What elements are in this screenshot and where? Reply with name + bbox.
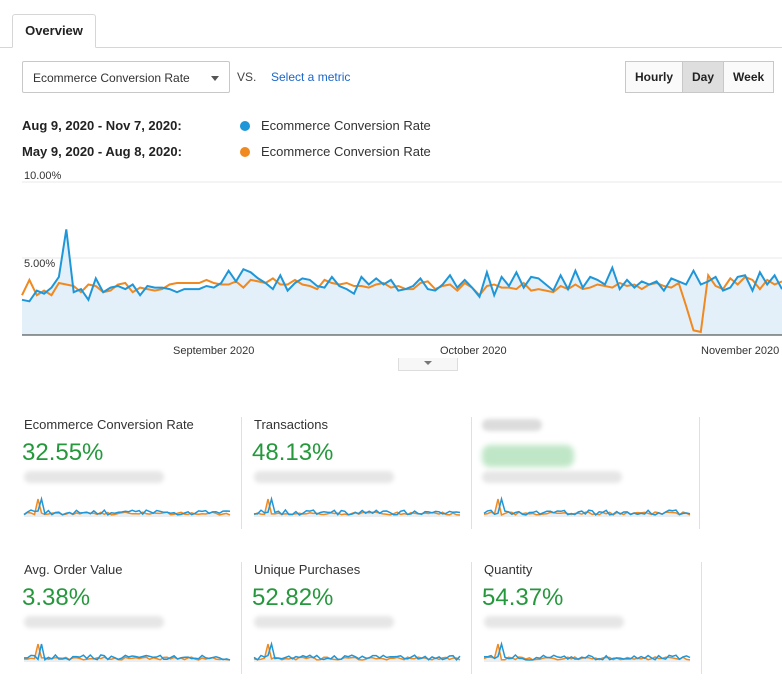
caret-down-icon (211, 76, 219, 81)
sparkline-line (483, 496, 691, 516)
scorecard-value: 52.82% (252, 584, 334, 611)
scorecard-redacted[interactable] (470, 417, 700, 529)
scorecard-value: 3.38% (22, 584, 91, 611)
scorecard-title: Unique Purchases (254, 562, 361, 577)
scorecard-detail-redacted (24, 471, 164, 483)
scorecard-sparkline (483, 496, 691, 517)
scorecard-conversion-rate[interactable]: Ecommerce Conversion Rate 32.55% (22, 417, 242, 529)
week-button[interactable]: Week (723, 61, 775, 93)
scorecard-detail-redacted (254, 616, 394, 628)
scorecard-value-redacted (482, 445, 574, 467)
series-line-current (21, 229, 782, 303)
x-tick-label: November 2020 (701, 345, 779, 357)
legend-current-metric: Ecommerce Conversion Rate (261, 118, 431, 133)
scorecard-detail-redacted (484, 616, 624, 628)
sparkline-area (24, 499, 230, 517)
scorecard-quantity[interactable]: Quantity 54.37% (482, 562, 702, 674)
scorecard-sparkline (483, 641, 691, 662)
main-chart: 10.00% 5.00% September 2020 October 2020… (21, 170, 782, 357)
scorecard-value: 32.55% (22, 439, 104, 466)
y-tick-label: 10.00% (24, 170, 62, 182)
scorecard-detail-redacted (254, 471, 394, 483)
sparkline-line (23, 496, 231, 516)
day-button[interactable]: Day (682, 61, 725, 93)
scorecard-detail-redacted (482, 471, 622, 483)
sparkline-line (254, 496, 461, 516)
select-metric-link[interactable]: Select a metric (271, 70, 351, 84)
scorecard-avg-order-value[interactable]: Avg. Order Value 3.38% (22, 562, 242, 674)
scorecard-title: Quantity (484, 562, 533, 577)
hourly-button[interactable]: Hourly (625, 61, 684, 93)
chevron-down-icon (424, 361, 432, 365)
series-line-previous (21, 272, 782, 334)
scorecard-title-redacted (482, 419, 542, 431)
sparkline-line (24, 643, 231, 662)
legend-previous-range: May 9, 2020 - Aug 8, 2020: (22, 144, 182, 159)
scorecard-detail-redacted (24, 616, 164, 628)
x-tick-label: October 2020 (440, 345, 507, 357)
metric-select-label: Ecommerce Conversion Rate (33, 71, 190, 85)
series-area-current (22, 229, 782, 335)
granularity-toggle: Hourly Day Week (625, 61, 775, 93)
scorecard-value: 48.13% (252, 439, 334, 466)
legend-current-dot (240, 121, 250, 131)
scorecard-sparkline (253, 641, 461, 662)
metric-select[interactable]: Ecommerce Conversion Rate (22, 61, 230, 93)
scorecard-value: 54.37% (482, 584, 564, 611)
scorecard-sparkline (24, 643, 231, 662)
tab-overview[interactable]: Overview (12, 14, 96, 48)
scorecard-transactions[interactable]: Transactions 48.13% (252, 417, 472, 529)
sparkline-area (484, 499, 690, 517)
legend-previous-dot (240, 147, 250, 157)
x-tick-label: September 2020 (173, 345, 254, 357)
scorecard-sparkline (23, 496, 231, 517)
vs-label: VS. (237, 70, 257, 84)
legend-current-range: Aug 9, 2020 - Nov 7, 2020: (22, 118, 182, 133)
sparkline-line (484, 641, 691, 661)
tab-bar: Overview (0, 0, 782, 48)
y-tick-label: 5.00% (24, 258, 55, 270)
scorecard-sparkline (253, 496, 461, 517)
scorecard-title: Ecommerce Conversion Rate (24, 417, 194, 432)
legend-previous-metric: Ecommerce Conversion Rate (261, 144, 431, 159)
scorecard-title: Transactions (254, 417, 328, 432)
chart-collapse-handle[interactable] (398, 358, 458, 371)
scorecard-title: Avg. Order Value (24, 562, 123, 577)
scorecard-unique-purchases[interactable]: Unique Purchases 52.82% (252, 562, 472, 674)
sparkline-line (253, 641, 461, 662)
